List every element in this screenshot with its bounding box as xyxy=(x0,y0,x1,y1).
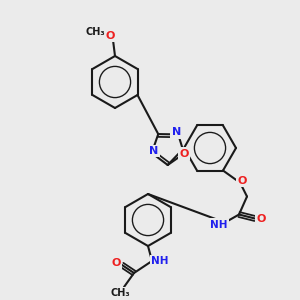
Text: O: O xyxy=(237,176,247,185)
Text: O: O xyxy=(256,214,266,224)
Text: N: N xyxy=(149,146,158,156)
Text: CH₃: CH₃ xyxy=(85,27,105,37)
Text: CH₃: CH₃ xyxy=(110,288,130,298)
Text: O: O xyxy=(179,148,189,158)
Text: O: O xyxy=(105,31,115,41)
Text: NH: NH xyxy=(210,220,228,230)
Text: N: N xyxy=(172,128,181,137)
Text: O: O xyxy=(111,258,121,268)
Text: NH: NH xyxy=(151,256,169,266)
